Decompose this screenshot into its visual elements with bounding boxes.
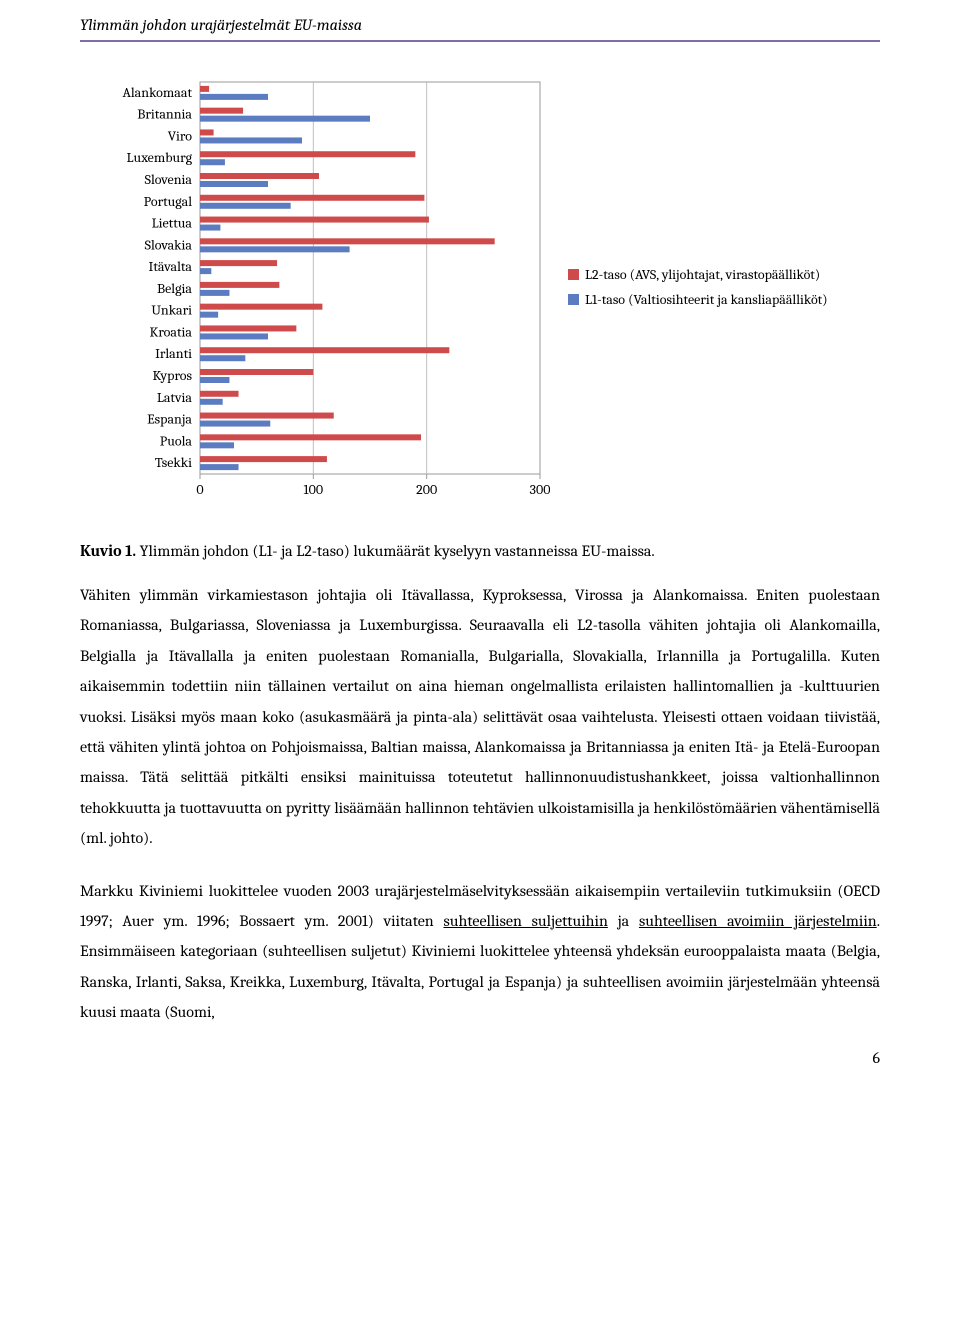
legend-item-l1: L1-taso (Valtiosihteerit ja kansliapääll… [568,291,848,308]
caption-text: Ylimmän johdon (L1- ja L2-taso) lukumäär… [140,542,655,560]
svg-text:Itävalta: Itävalta [149,258,193,275]
svg-text:Britannia: Britannia [137,106,192,123]
p2-underline-1: suhteellisen suljettuihin [443,912,607,930]
svg-text:Slovenia: Slovenia [145,171,193,188]
paragraph-2: Markku Kiviniemi luokittelee vuoden 2003… [80,876,880,1028]
svg-text:Luxemburg: Luxemburg [127,149,193,166]
svg-text:Unkari: Unkari [151,302,192,319]
p2-underline-2: suhteellisen avoimiin järjestelmiin [639,912,877,930]
svg-text:Kypros: Kypros [153,367,193,384]
svg-text:Espanja: Espanja [147,411,192,428]
paragraph-1: Vähiten ylimmän virkamiestason johtajia … [80,580,880,854]
legend-item-l2: L2-taso (AVS, ylijohtajat, virastopäälli… [568,266,848,283]
svg-text:Puola: Puola [160,432,193,449]
svg-text:200: 200 [416,481,437,498]
figure-caption: Kuvio 1. Ylimmän johdon (L1- ja L2-taso)… [80,542,880,560]
bar-chart: 0 100 200 300 Alankomaat Britannia Viro Luxembu… [90,74,550,504]
page-number: 6 [80,1049,880,1067]
svg-text:Tsekki: Tsekki [155,454,192,471]
p2-mid1: ja [608,912,639,930]
legend-label-l2: L2-taso (AVS, ylijohtajat, virastopäälli… [585,266,820,283]
svg-text:Slovakia: Slovakia [145,236,193,253]
legend-label-l1: L1-taso (Valtiosihteerit ja kansliapääll… [585,291,828,308]
caption-lead: Kuvio 1. [80,542,136,560]
legend-swatch-l2 [568,269,579,280]
svg-text:Irlanti: Irlanti [155,345,192,362]
svg-text:Alankomaat: Alankomaat [123,84,193,101]
svg-text:Belgia: Belgia [157,280,192,297]
svg-text:Portugal: Portugal [144,193,193,210]
svg-text:Latvia: Latvia [157,389,193,406]
chart-legend: L2-taso (AVS, ylijohtajat, virastopäälli… [550,266,848,316]
svg-text:300: 300 [530,481,550,498]
svg-text:Liettua: Liettua [152,215,193,232]
svg-text:Viro: Viro [168,127,193,144]
chart-container: 0 100 200 300 Alankomaat Britannia Viro Luxembu… [80,74,880,518]
svg-text:Kroatia: Kroatia [150,323,193,340]
running-title: Ylimmän johdon urajärjestelmät EU-maissa [80,0,880,42]
svg-text:0: 0 [196,481,203,498]
legend-swatch-l1 [568,294,579,305]
svg-text:100: 100 [304,481,324,498]
